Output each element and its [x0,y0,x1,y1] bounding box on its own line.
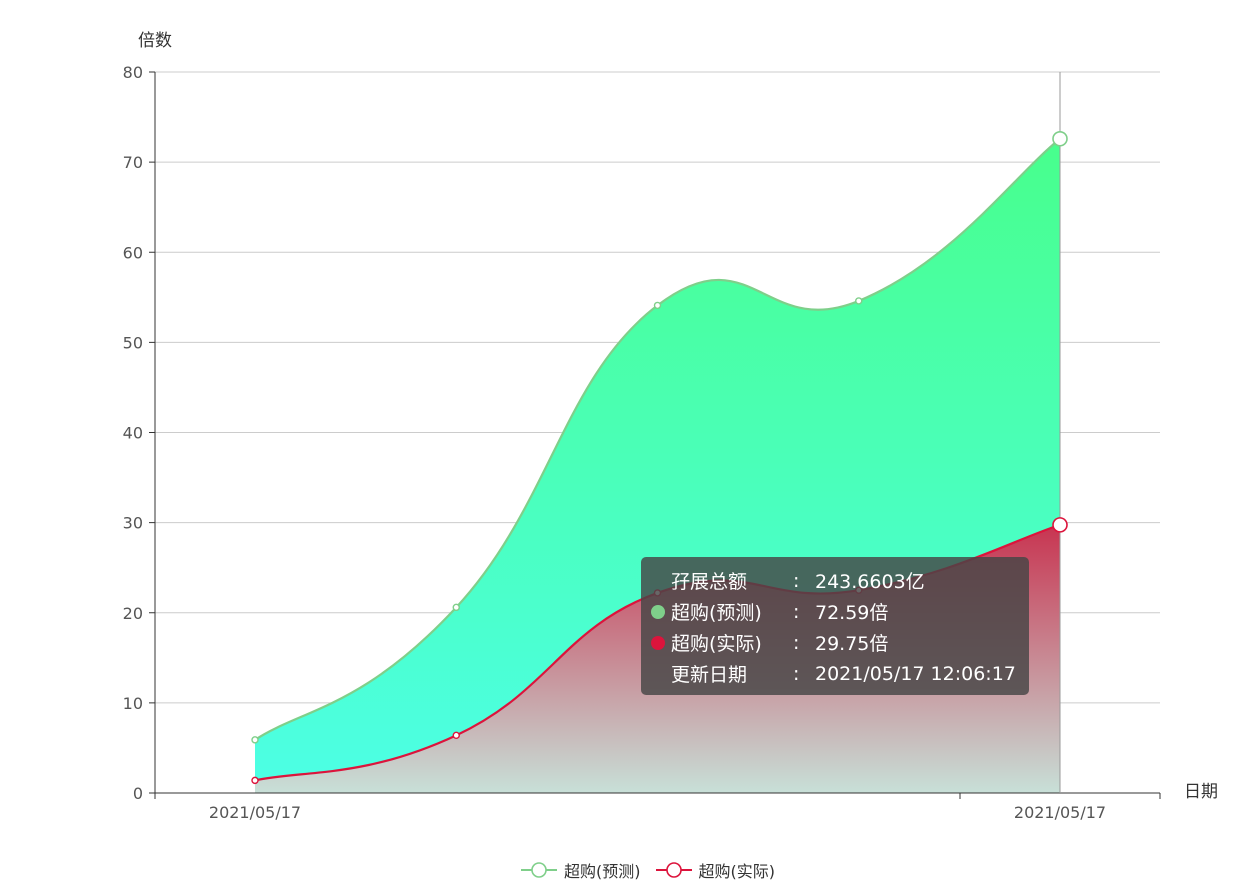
tooltip-label: 孖展总额 [671,571,748,593]
y-axis-title: 倍数 [138,31,172,51]
axes: 0 10 20 30 40 50 60 70 80 2021/05/17 2021/05/17 [123,63,1161,822]
y-tick-label: 40 [123,424,143,443]
y-tick-label: 50 [123,333,143,352]
y-tick-label: 60 [123,243,143,262]
tooltip-value: 2021/05/17 12:06:17 [815,662,1016,685]
legend-line-circle-icon [521,862,557,878]
tooltip-separator: : [793,662,800,685]
tooltip-row-predicted: 超购(预测) : 72.59倍 [651,596,1019,627]
y-tick-label: 10 [123,694,143,713]
y-tick-label: 70 [123,153,143,172]
y-tick-label: 80 [123,63,143,82]
tooltip-row-actual: 超购(实际) : 29.75倍 [651,627,1019,658]
actual-dot-icon [651,635,665,650]
point-predicted[interactable] [855,297,863,305]
legend: 超购(预测) 超购(实际) [520,857,789,883]
x-tick-label: 2021/05/17 [209,803,301,822]
y-tick-label: 20 [123,604,143,623]
tooltip-row-margin-total: 孖展总额 : 243.6603亿 [651,565,1019,596]
point-actual[interactable] [251,776,259,785]
tooltip-label: 更新日期 [671,664,748,686]
point-predicted[interactable] [653,301,662,310]
y-tick-label: 30 [123,514,143,533]
tooltip: 孖展总额 : 243.6603亿 超购(预测) : 72.59倍 超购(实际) … [641,557,1029,695]
tooltip-separator: : [793,631,800,654]
point-predicted[interactable] [452,603,460,612]
tooltip-row-update-date: 更新日期 : 2021/05/17 12:06:17 [651,658,1019,689]
predicted-dot-icon [651,604,665,619]
x-axis-title: 日期 [1184,782,1218,802]
tooltip-separator: : [793,600,800,623]
legend-line-circle-icon [655,862,692,878]
tooltip-label: 超购(实际) [671,633,762,655]
tooltip-label: 超购(预测) [671,602,762,624]
tooltip-value: 243.6603亿 [815,571,925,593]
x-tick-label: 2021/05/17 [1014,803,1106,822]
legend-item-actual[interactable]: 超购(实际) [655,858,776,882]
legend-item-predicted[interactable]: 超购(预测) [520,858,641,882]
tooltip-value: 72.59倍 [815,602,889,624]
tooltip-value: 29.75倍 [815,633,889,655]
point-predicted[interactable] [251,736,259,744]
point-predicted[interactable] [1052,130,1068,147]
y-tick-label: 0 [133,784,143,803]
point-actual[interactable] [1052,517,1068,533]
legend-label: 超购(预测) [564,862,641,881]
tooltip-separator: : [793,569,800,592]
point-actual[interactable] [452,731,460,740]
legend-label: 超购(实际) [698,862,776,881]
